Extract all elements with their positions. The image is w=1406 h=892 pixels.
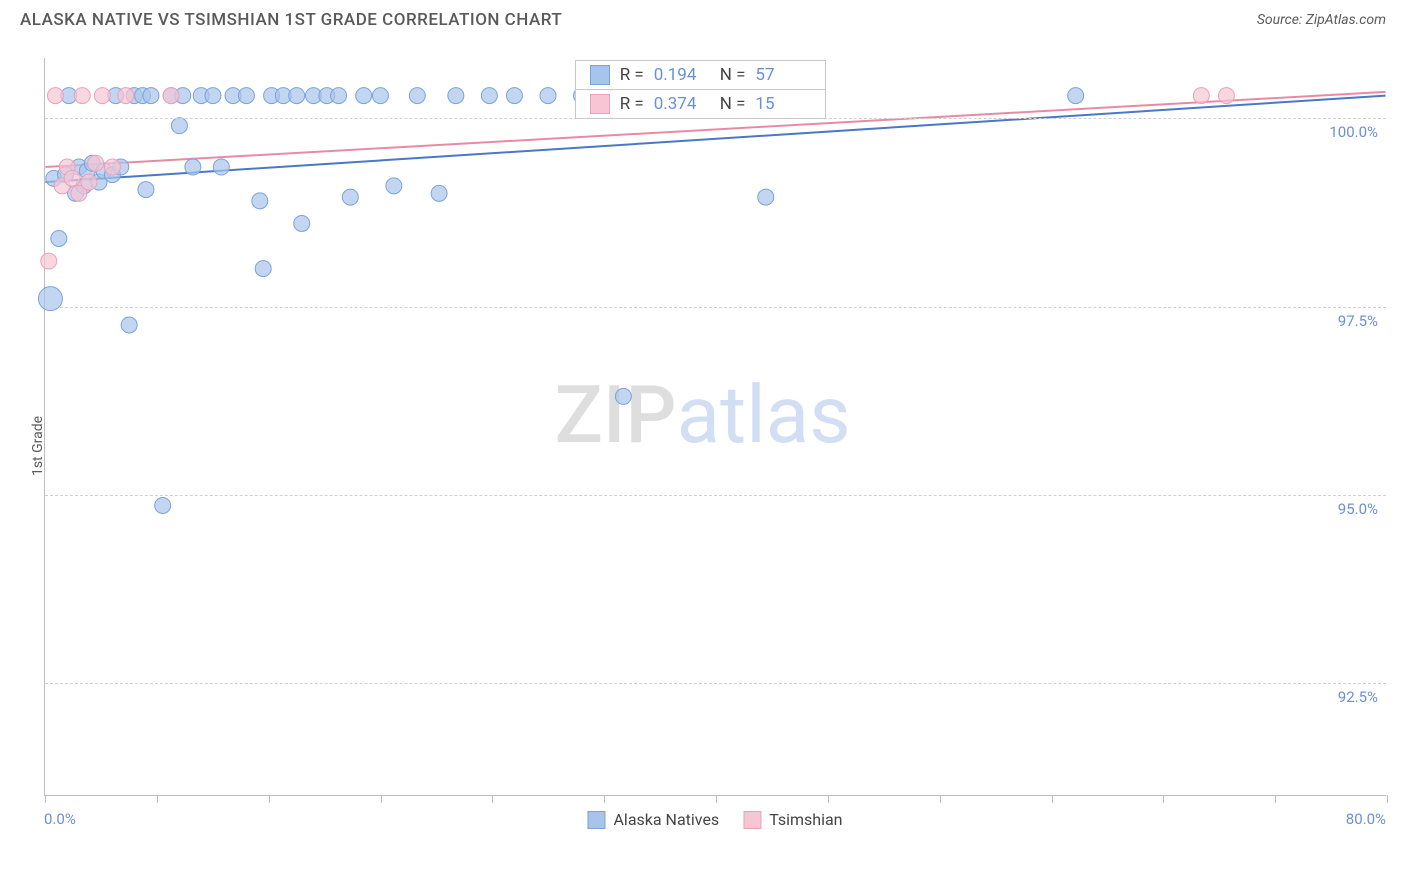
x-tick — [269, 795, 270, 803]
data-point — [138, 182, 154, 198]
chart-source: Source: ZipAtlas.com — [1257, 12, 1386, 28]
chart-header: ALASKA NATIVE VS TSIMSHIAN 1ST GRADE COR… — [0, 0, 1406, 36]
legend-swatch — [590, 94, 610, 114]
x-tick — [381, 795, 382, 803]
x-tick — [45, 795, 46, 803]
data-point — [47, 88, 63, 104]
legend-swatch — [587, 811, 605, 829]
data-point — [51, 231, 67, 247]
correlation-box: R = 0.194 N = 57 R = 0.374 N = 15 — [575, 60, 827, 119]
legend-swatch — [743, 811, 761, 829]
data-point — [758, 189, 774, 205]
legend-label: Tsimshian — [769, 810, 842, 829]
corr-r-label: R = — [620, 94, 644, 114]
x-axis-min-label: 0.0% — [44, 810, 76, 828]
data-point — [255, 261, 271, 277]
data-point — [1193, 88, 1209, 104]
y-tick-label: 95.0% — [1338, 500, 1378, 518]
data-point — [155, 497, 171, 513]
y-tick-label: 97.5% — [1338, 312, 1378, 330]
data-point — [294, 215, 310, 231]
data-point — [372, 88, 388, 104]
data-point — [356, 88, 372, 104]
series-legend: Alaska Natives Tsimshian — [587, 810, 842, 829]
gridline — [45, 495, 1386, 496]
x-tick — [1163, 795, 1164, 803]
data-point — [81, 174, 97, 190]
data-point — [448, 88, 464, 104]
chart-plot-area: ZIPatlas 92.5%95.0%97.5%100.0%R =0.194N … — [44, 58, 1386, 796]
data-point — [205, 88, 221, 104]
data-point — [64, 170, 80, 186]
corr-n-label: N = — [720, 65, 746, 85]
data-point — [171, 118, 187, 134]
data-point — [104, 159, 120, 175]
gridline — [45, 307, 1386, 308]
data-point — [540, 88, 556, 104]
x-tick — [604, 795, 605, 803]
data-point — [94, 88, 110, 104]
data-point — [121, 317, 137, 333]
chart-svg — [45, 58, 1386, 795]
corr-n-label: N = — [720, 94, 746, 114]
x-tick — [1275, 795, 1276, 803]
x-tick — [716, 795, 717, 803]
data-point — [1068, 88, 1084, 104]
data-point — [185, 159, 201, 175]
x-axis-max-label: 80.0% — [1346, 810, 1386, 828]
data-point — [163, 88, 179, 104]
x-tick — [1052, 795, 1053, 803]
data-point — [386, 178, 402, 194]
data-point — [481, 88, 497, 104]
y-tick-label: 92.5% — [1338, 688, 1378, 706]
data-point — [431, 185, 447, 201]
corr-r-label: R = — [620, 65, 644, 85]
data-point — [41, 253, 57, 269]
data-point — [331, 88, 347, 104]
data-point — [342, 189, 358, 205]
correlation-row: R = 0.194 N = 57 — [576, 61, 826, 90]
y-tick-label: 100.0% — [1329, 123, 1378, 141]
legend-item: Alaska Natives — [587, 810, 719, 829]
data-point — [213, 159, 229, 175]
correlation-row: R = 0.374 N = 15 — [576, 90, 826, 118]
data-point — [615, 388, 631, 404]
corr-r-value: 0.374 — [654, 94, 710, 114]
x-tick — [1387, 795, 1388, 803]
data-point — [118, 88, 134, 104]
data-point — [88, 155, 104, 171]
data-point — [143, 88, 159, 104]
x-tick — [157, 795, 158, 803]
x-tick — [940, 795, 941, 803]
gridline — [45, 683, 1386, 684]
x-axis-labels: 0.0% Alaska Natives Tsimshian 80.0% — [44, 810, 1386, 834]
legend-swatch — [590, 65, 610, 85]
data-point — [506, 88, 522, 104]
corr-n-value: 57 — [755, 65, 811, 85]
x-tick — [828, 795, 829, 803]
x-tick — [492, 795, 493, 803]
legend-item: Tsimshian — [743, 810, 842, 829]
data-point — [252, 193, 268, 209]
data-point — [289, 88, 305, 104]
data-point — [1218, 88, 1234, 104]
chart-title: ALASKA NATIVE VS TSIMSHIAN 1ST GRADE COR… — [20, 10, 562, 30]
corr-r-value: 0.194 — [654, 65, 710, 85]
legend-label: Alaska Natives — [613, 810, 719, 829]
data-point — [409, 88, 425, 104]
data-point — [238, 88, 254, 104]
data-point — [74, 88, 90, 104]
corr-n-value: 15 — [755, 94, 811, 114]
